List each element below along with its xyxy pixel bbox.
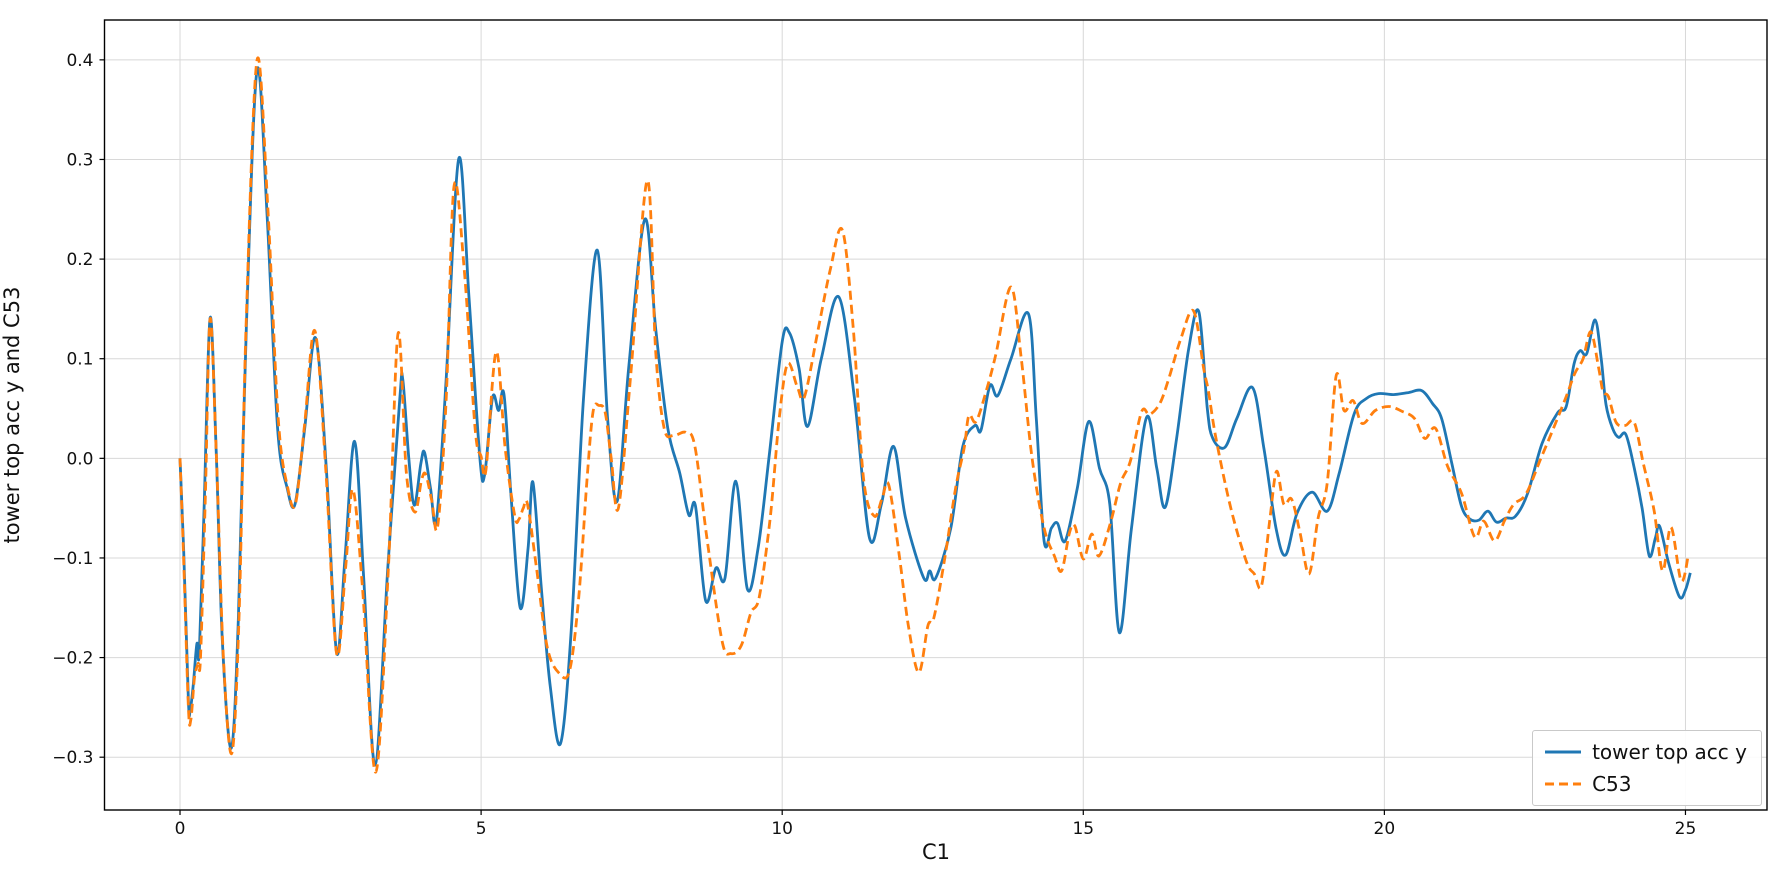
- y-axis-label: tower top acc y and C53: [0, 286, 24, 544]
- svg-text:25: 25: [1675, 819, 1697, 839]
- svg-text:20: 20: [1374, 819, 1396, 839]
- legend-item-c53: C53: [1544, 772, 1747, 796]
- svg-text:0: 0: [175, 819, 186, 839]
- svg-text:−0.1: −0.1: [52, 549, 93, 569]
- svg-text:15: 15: [1072, 819, 1094, 839]
- legend: tower top acc y C53: [1532, 730, 1762, 806]
- series-line-c53: [178, 56, 1690, 774]
- svg-text:5: 5: [476, 819, 487, 839]
- grid-lines: [104, 20, 1767, 810]
- series-line-tower-top-acc-y: [178, 66, 1692, 767]
- tick-labels: 0 5 10 15 20 25 0.4 0.3 0.2 0.1 0.0 −0.1 −0.2 −0.3: [52, 51, 1696, 839]
- legend-dashed-line-icon: [1545, 782, 1582, 786]
- svg-text:0.3: 0.3: [66, 150, 93, 170]
- series-group: [178, 56, 1692, 774]
- svg-text:10: 10: [771, 819, 793, 839]
- svg-text:0.2: 0.2: [66, 250, 93, 270]
- legend-label: tower top acc y: [1592, 740, 1747, 764]
- svg-text:−0.2: −0.2: [52, 649, 93, 669]
- svg-text:0.1: 0.1: [66, 350, 93, 370]
- svg-text:0.4: 0.4: [66, 51, 93, 71]
- legend-solid-line-icon: [1545, 750, 1582, 754]
- svg-text:0.0: 0.0: [66, 449, 93, 469]
- plot-border: [103, 19, 1768, 811]
- svg-text:−0.3: −0.3: [52, 748, 93, 768]
- x-axis-label: C1: [921, 840, 951, 864]
- legend-item-tower-top-acc-y: tower top acc y: [1544, 740, 1747, 764]
- legend-label: C53: [1592, 772, 1632, 796]
